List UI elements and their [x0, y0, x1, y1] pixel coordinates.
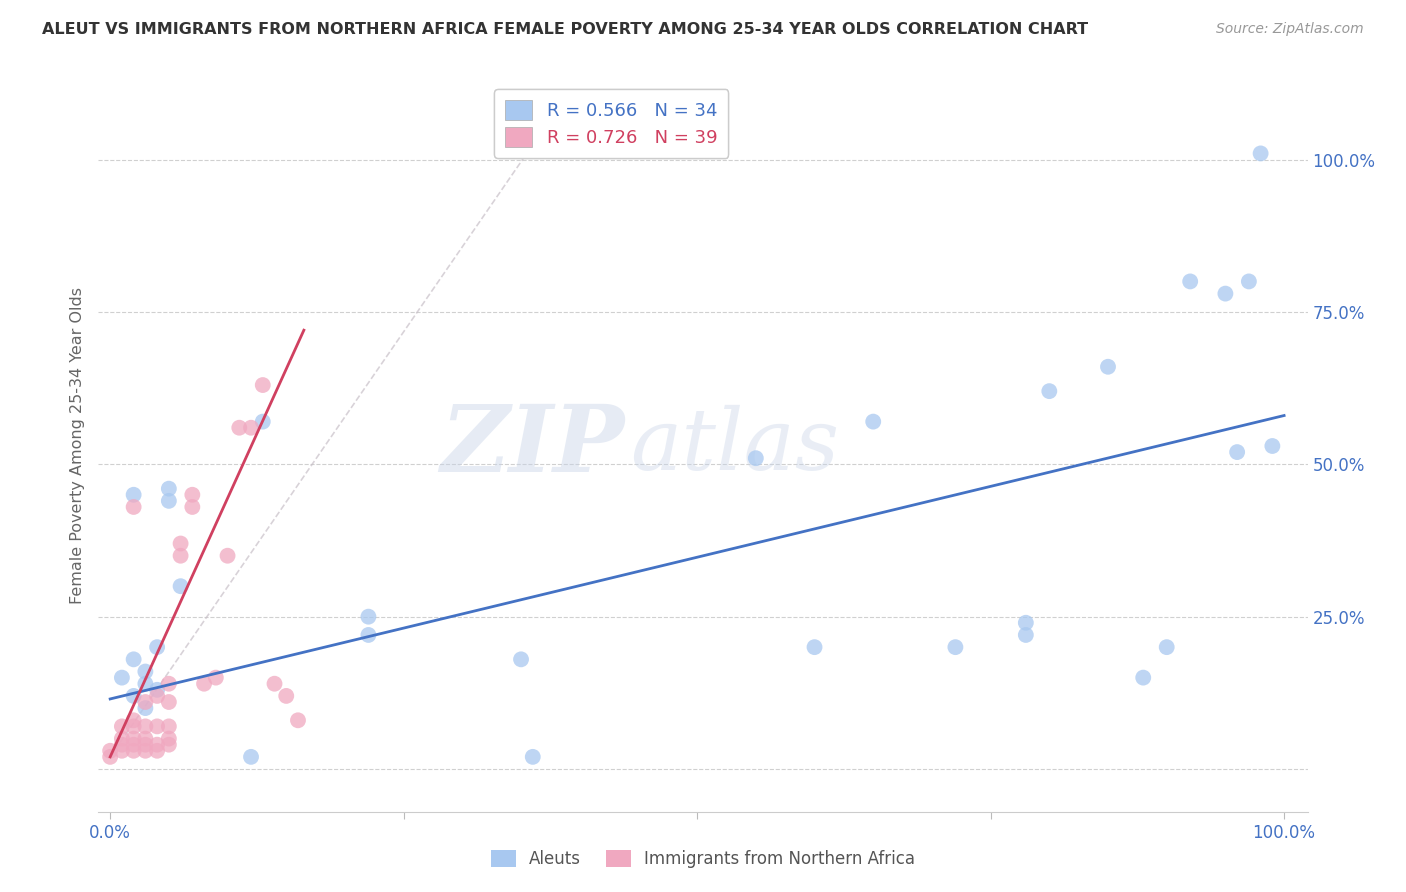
Point [252, 415, 274, 429]
Point [1180, 274, 1202, 288]
Point [122, 500, 145, 514]
Point [181, 500, 204, 514]
Point [146, 689, 169, 703]
Point [122, 652, 145, 666]
Point [522, 749, 544, 764]
Point [111, 744, 134, 758]
Point [146, 719, 169, 733]
Point [134, 731, 156, 746]
Point [1261, 439, 1284, 453]
Point [276, 689, 298, 703]
Point [157, 695, 180, 709]
Point [169, 549, 191, 563]
Point [240, 749, 263, 764]
Point [357, 628, 380, 642]
Point [240, 421, 263, 435]
Point [1015, 628, 1038, 642]
Legend: Aleuts, Immigrants from Northern Africa: Aleuts, Immigrants from Northern Africa [484, 843, 922, 875]
Point [204, 671, 226, 685]
Point [357, 609, 380, 624]
Y-axis label: Female Poverty Among 25-34 Year Olds: Female Poverty Among 25-34 Year Olds [69, 287, 84, 605]
Point [862, 415, 884, 429]
Point [945, 640, 967, 655]
Point [146, 744, 169, 758]
Point [157, 738, 180, 752]
Point [1156, 640, 1178, 655]
Point [157, 494, 180, 508]
Point [1038, 384, 1060, 398]
Point [1250, 146, 1272, 161]
Point [134, 701, 156, 715]
Point [287, 714, 309, 728]
Point [1237, 274, 1260, 288]
Text: ALEUT VS IMMIGRANTS FROM NORTHERN AFRICA FEMALE POVERTY AMONG 25-34 YEAR OLDS CO: ALEUT VS IMMIGRANTS FROM NORTHERN AFRICA… [42, 22, 1088, 37]
Point [1132, 671, 1154, 685]
Point [1215, 286, 1237, 301]
Point [181, 488, 204, 502]
Point [146, 640, 169, 655]
Point [134, 744, 156, 758]
Point [111, 731, 134, 746]
Point [1097, 359, 1119, 374]
Point [98, 749, 121, 764]
Point [122, 689, 145, 703]
Point [745, 451, 768, 466]
Point [193, 676, 215, 690]
Point [157, 482, 180, 496]
Point [122, 719, 145, 733]
Point [122, 714, 145, 728]
Point [157, 731, 180, 746]
Point [263, 676, 285, 690]
Point [111, 719, 134, 733]
Point [122, 488, 145, 502]
Point [122, 738, 145, 752]
Point [98, 744, 121, 758]
Point [510, 652, 533, 666]
Text: Source: ZipAtlas.com: Source: ZipAtlas.com [1216, 22, 1364, 37]
Text: ZIP: ZIP [440, 401, 624, 491]
Point [146, 738, 169, 752]
Point [169, 536, 191, 550]
Point [157, 719, 180, 733]
Point [134, 665, 156, 679]
Point [228, 421, 250, 435]
Point [111, 671, 134, 685]
Point [146, 682, 169, 697]
Point [134, 676, 156, 690]
Point [1226, 445, 1249, 459]
Point [157, 676, 180, 690]
Text: atlas: atlas [630, 405, 839, 487]
Point [122, 744, 145, 758]
Point [134, 719, 156, 733]
Point [134, 695, 156, 709]
Point [169, 579, 191, 593]
Point [252, 378, 274, 392]
Point [134, 738, 156, 752]
Point [122, 731, 145, 746]
Point [111, 738, 134, 752]
Legend: R = 0.566   N = 34, R = 0.726   N = 39: R = 0.566 N = 34, R = 0.726 N = 39 [495, 89, 728, 158]
Point [217, 549, 239, 563]
Point [1015, 615, 1038, 630]
Point [803, 640, 825, 655]
